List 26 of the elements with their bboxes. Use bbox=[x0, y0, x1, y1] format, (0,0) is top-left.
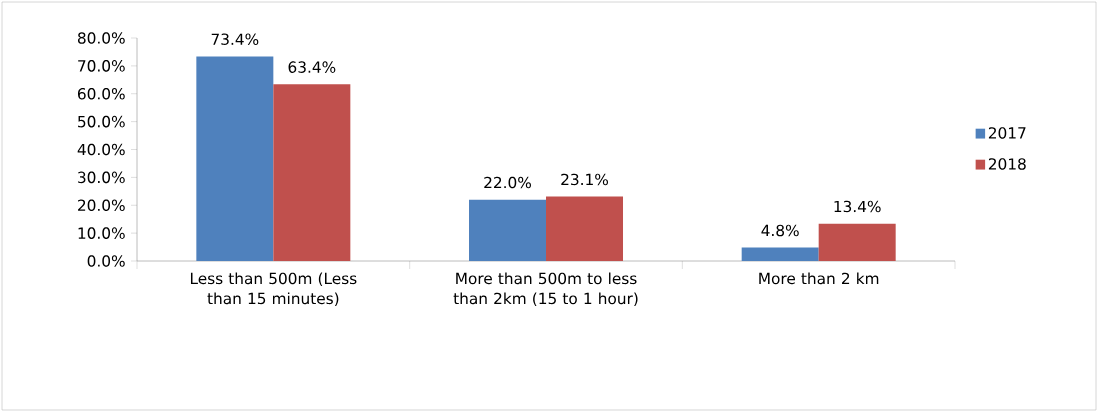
legend-label: 2017 bbox=[988, 127, 1026, 139]
y-tick-label: 80.0% bbox=[77, 32, 125, 44]
x-tick-label: More than 500m to less than 2km (15 to 1 hour) bbox=[453, 272, 638, 307]
data-label: 63.4% bbox=[288, 61, 336, 73]
y-tick-label: 40.0% bbox=[77, 143, 125, 156]
bar bbox=[196, 56, 274, 261]
data-label: 73.4% bbox=[211, 33, 259, 46]
y-tick-label: 10.0% bbox=[78, 227, 125, 239]
x-tick-label: Less than 500m (Less than 15 minutes) bbox=[190, 272, 357, 307]
data-label: 13.4% bbox=[834, 200, 881, 213]
y-tick-label: 30.0% bbox=[78, 171, 125, 184]
data-label: 4.8% bbox=[761, 224, 799, 237]
bar bbox=[273, 84, 351, 261]
bar bbox=[546, 196, 624, 261]
data-label: 23.1% bbox=[561, 173, 609, 186]
bar bbox=[741, 247, 819, 261]
y-tick-label: 0.0% bbox=[87, 255, 125, 267]
bar bbox=[469, 199, 547, 261]
y-tick-label: 50.0% bbox=[78, 115, 125, 128]
x-tick-label: More than 2 km bbox=[759, 272, 879, 285]
y-tick-label: 20.0% bbox=[78, 199, 125, 212]
bar bbox=[818, 223, 896, 261]
y-tick-label: 70.0% bbox=[78, 60, 125, 72]
data-label: 22.0% bbox=[484, 176, 531, 189]
y-tick-label: 60.0% bbox=[77, 87, 125, 100]
legend-label: 2018 bbox=[988, 158, 1026, 170]
